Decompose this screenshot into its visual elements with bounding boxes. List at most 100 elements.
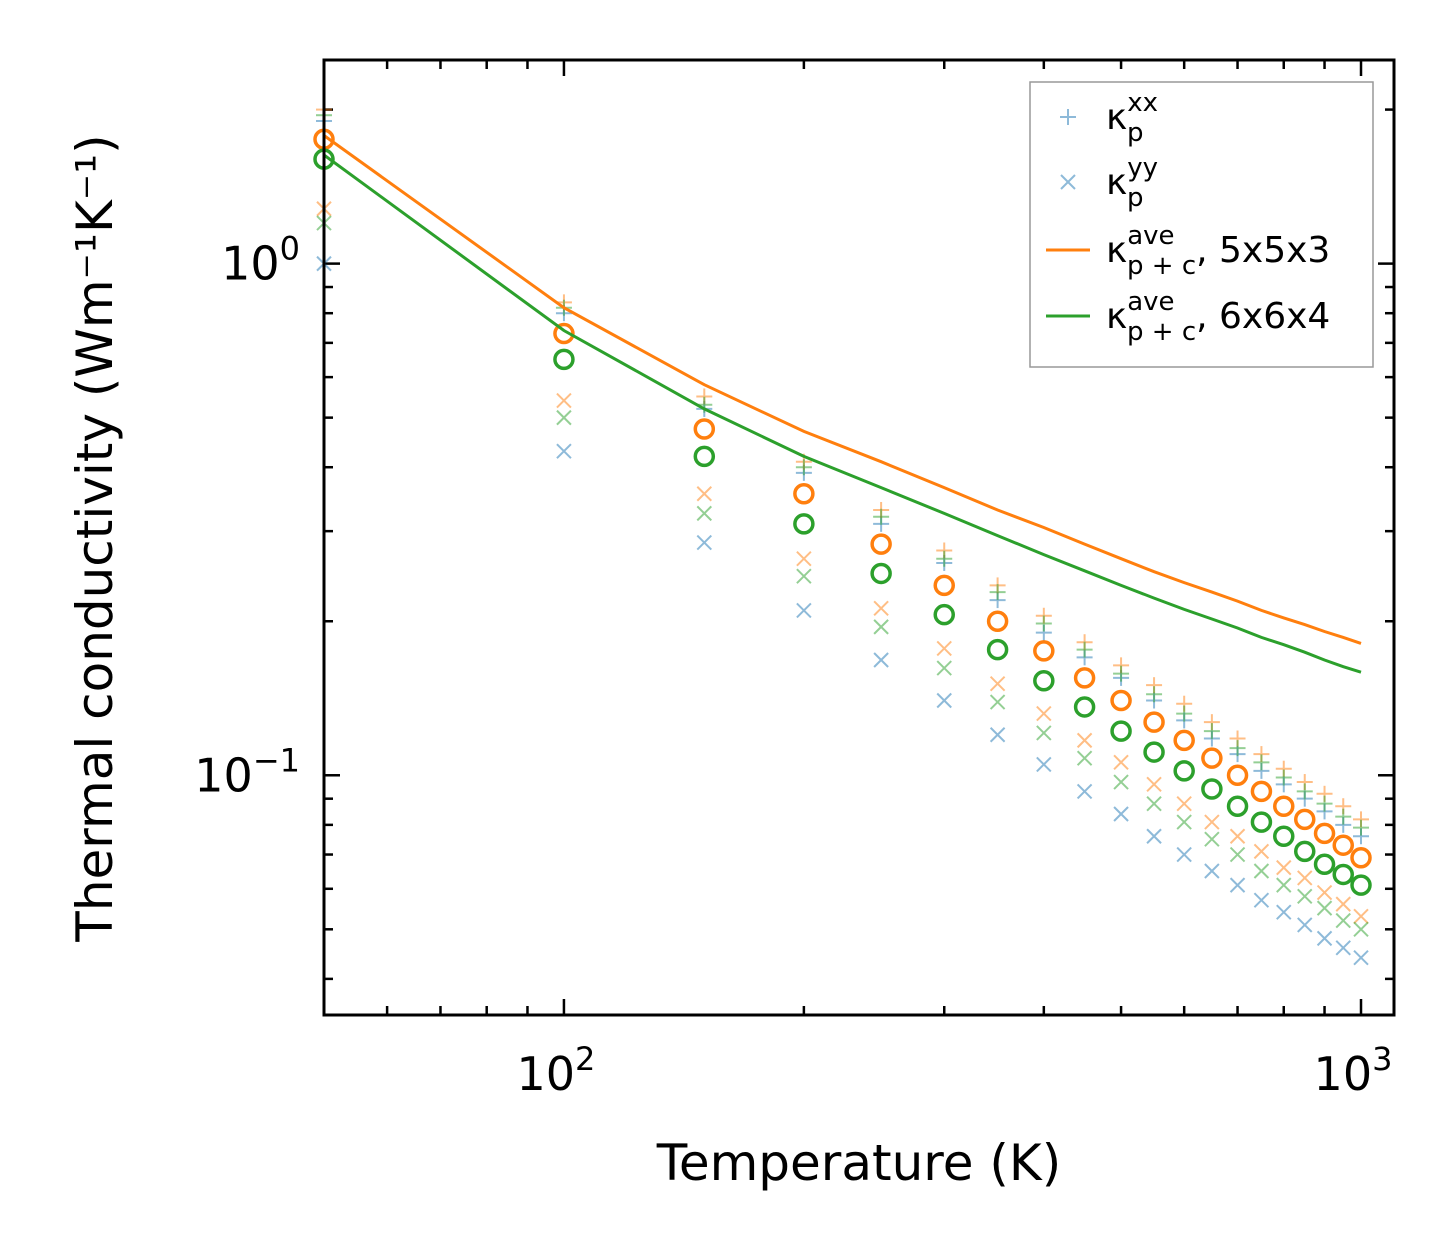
- x-tick-base: 10: [1314, 1047, 1373, 1101]
- data-point: [989, 727, 1006, 743]
- data-point: [1146, 686, 1163, 703]
- legend-sup: yy: [1127, 153, 1158, 183]
- data-point: [1316, 930, 1333, 947]
- legend-sup: xx: [1127, 88, 1158, 118]
- data-point: [1033, 640, 1055, 662]
- data-point: [693, 445, 716, 468]
- x-tick-base: 10: [516, 1047, 575, 1101]
- data-point: [1201, 747, 1223, 769]
- data-point: [1335, 896, 1351, 912]
- legend-symbol: κ: [1106, 230, 1127, 271]
- data-point: [1204, 814, 1220, 830]
- data-point: [870, 533, 892, 555]
- data-point: [989, 675, 1006, 692]
- series-1: [316, 255, 1369, 966]
- data-point: [696, 534, 713, 551]
- data-point: [1275, 769, 1292, 786]
- data-point: [796, 602, 812, 619]
- data-point: [936, 550, 953, 567]
- data-point: [1316, 884, 1333, 901]
- data-point: [1293, 840, 1316, 863]
- data-point: [1073, 667, 1096, 689]
- y-axis-title: Thermal conductivity (Wm⁻¹K⁻¹): [66, 134, 124, 942]
- y-tick-exp: 0: [280, 230, 300, 268]
- data-point: [1226, 795, 1249, 817]
- data-point: [1253, 863, 1270, 879]
- series-line-8: [323, 134, 1362, 645]
- data-point: [1036, 725, 1052, 741]
- data-point: [936, 692, 952, 709]
- data-point: [1293, 808, 1316, 831]
- legend-label: κave p + c, 6x6x4: [1106, 287, 1330, 347]
- legend-symbol: κ: [1106, 296, 1127, 337]
- data-point: [1250, 811, 1273, 833]
- data-point: [1176, 846, 1192, 863]
- data-point: [793, 513, 815, 535]
- data-point: [1173, 729, 1195, 752]
- data-point: [1350, 846, 1372, 869]
- legend-label: κxx p: [1106, 88, 1158, 148]
- data-point: [1073, 696, 1096, 718]
- data-point: [1201, 778, 1223, 800]
- legend-sub: p + c: [1127, 251, 1196, 281]
- data-point: [1035, 615, 1052, 632]
- data-point: [1146, 828, 1162, 844]
- data-point: [556, 392, 572, 409]
- legend-entry: κave p + c, 6x6x4: [1046, 287, 1330, 347]
- data-point: [933, 603, 955, 626]
- plot-marks: [313, 101, 1372, 966]
- data-point: [873, 652, 889, 668]
- data-point: [1353, 949, 1369, 966]
- data-point: [1226, 764, 1249, 787]
- data-point: [696, 505, 713, 522]
- data-point: [1332, 863, 1355, 886]
- y-tick-exp: −1: [253, 741, 300, 779]
- series-5: [316, 215, 1369, 938]
- data-point: [693, 418, 716, 440]
- series-line-9: [323, 153, 1362, 674]
- legend-label: κave p + c, 5x5x3: [1106, 221, 1330, 281]
- data-point: [1297, 917, 1313, 933]
- data-point: [696, 486, 713, 502]
- data-point: [1335, 912, 1351, 929]
- data-point: [1204, 831, 1220, 847]
- data-point: [1143, 741, 1165, 763]
- data-point: [796, 551, 812, 567]
- data-point: [1076, 641, 1093, 658]
- data-point: [873, 600, 889, 617]
- legend-label: κyy p: [1106, 153, 1158, 213]
- legend-sup: ave: [1127, 287, 1174, 317]
- data-point: [553, 322, 575, 345]
- data-point: [873, 508, 890, 525]
- data-point: [1143, 711, 1165, 733]
- data-point: [1203, 723, 1220, 740]
- legend-marker-swatch: [1060, 109, 1076, 125]
- data-point: [1076, 783, 1093, 800]
- data-point: [1113, 754, 1129, 771]
- legend-symbol: κ: [1106, 97, 1127, 138]
- data-point: [1176, 795, 1192, 812]
- data-point: [1204, 863, 1220, 879]
- x-tick-exp: 3: [1372, 1040, 1392, 1078]
- x-tick-label: 103: [1314, 1040, 1393, 1101]
- data-point: [936, 660, 952, 676]
- data-point: [1297, 870, 1313, 886]
- data-point: [1316, 795, 1333, 812]
- data-point: [1036, 705, 1052, 722]
- y-tick-label: 100: [221, 230, 300, 291]
- legend-suffix: , 6x6x4: [1196, 296, 1330, 337]
- data-point: [1276, 904, 1292, 920]
- data-point: [986, 610, 1009, 632]
- x-tick-labels: 102 103: [516, 1040, 1392, 1101]
- legend-entry: κyy p: [1060, 153, 1158, 213]
- data-point: [1332, 834, 1355, 856]
- legend-symbol: κ: [1106, 162, 1127, 203]
- data-point: [1036, 756, 1052, 773]
- series-7: [313, 148, 1372, 896]
- legend-sub: p: [1127, 118, 1144, 148]
- series-3: [316, 201, 1369, 925]
- legend-sub: p: [1127, 183, 1144, 213]
